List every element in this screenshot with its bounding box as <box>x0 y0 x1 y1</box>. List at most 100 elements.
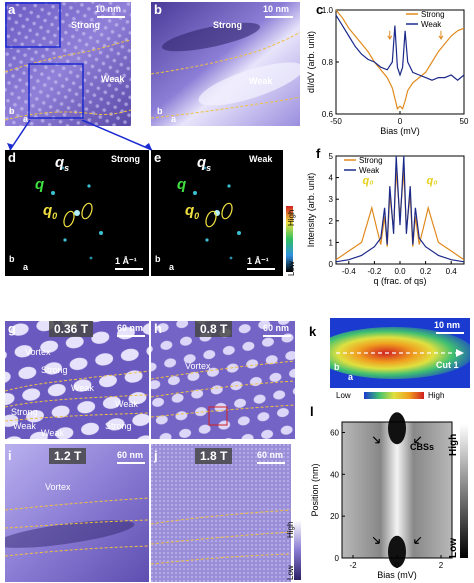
panel-g-field-tag: 0.36 T <box>49 321 94 337</box>
panel-d-q0-label: q0 <box>43 202 58 221</box>
q0-annotation-right: q₀ <box>426 175 437 187</box>
panel-k-scale-text: 10 nm <box>434 320 461 330</box>
x-tick-label: -0.4 <box>342 267 356 276</box>
panel-k-colorbar-low: Low <box>336 391 351 400</box>
legend-label-weak: Weak <box>421 20 442 29</box>
zoom-connector-lines <box>7 120 153 151</box>
panel-e-fft: e Weak qs q q0 1 Å⁻¹ b a <box>151 150 283 276</box>
panel-a-scale-text: 10 nm <box>95 4 122 14</box>
y-tick-label: 3 <box>329 195 334 204</box>
legend-label-weak: Weak <box>359 166 380 175</box>
panel-g-vortex-label: Vortex <box>25 347 51 357</box>
x-tick-label: 0 <box>395 561 400 570</box>
y-tick-label: 5 <box>329 152 334 161</box>
panel-i-scale-bar <box>117 462 145 464</box>
x-axis-label: q (frac. of qs) <box>373 276 426 286</box>
y-axis-label: Position (nm) <box>310 463 320 516</box>
q0-annotation-left: q₀ <box>362 175 373 187</box>
cbs-arrow <box>414 536 422 544</box>
panel-b-axis-b: b <box>157 106 163 116</box>
panel-k-colorbar <box>364 392 424 399</box>
panel-h-vortex-label: Vortex <box>185 361 211 371</box>
cbs-arrow <box>414 436 422 444</box>
panel-e-q-label: q <box>177 176 187 193</box>
panel-j-vortex-image: 1.8 T j 60 nm <box>151 444 291 582</box>
y-tick-label: 0 <box>329 260 334 269</box>
panel-g-strong2: Strong <box>11 407 38 417</box>
panel-d-q-label: q <box>35 176 45 193</box>
fft-colorbar-high: High <box>287 209 296 226</box>
panel-b-axis-a: a <box>171 114 177 124</box>
y-tick-label: 60 <box>330 428 339 437</box>
panel-f-chart: f -0.4 -0.2 0.0 0.2 0.4 0 1 2 3 4 5 q (frac. of qs)… <box>302 146 472 292</box>
panel-k-axis-a: a <box>348 372 354 382</box>
y-axis-label: dI/dV (arb. unit) <box>306 31 316 93</box>
panel-g-strong1: Strong <box>41 365 68 375</box>
y-tick-label: 4 <box>329 174 334 183</box>
panel-a-axis-a: a <box>23 114 29 124</box>
legend-label-strong: Strong <box>359 156 383 165</box>
y-tick-label: 1.0 <box>322 6 334 15</box>
panel-k-map: 10 nm Cut 1 b a <box>330 318 470 388</box>
x-axis-label: Bias (mV) <box>377 570 417 580</box>
topo-colorbar <box>294 520 301 580</box>
heatmap-top-dark <box>388 412 406 445</box>
x-tick-label: 0 <box>398 117 403 126</box>
series-line-weak <box>335 155 465 263</box>
panel-j-label: j <box>154 448 158 463</box>
panel-c-label: c <box>316 2 324 17</box>
panel-b-weak-label: Weak <box>249 76 273 86</box>
arrow-left <box>387 30 393 41</box>
x-tick-label: 50 <box>460 117 469 126</box>
panel-b-scale-bar <box>265 16 293 18</box>
panel-k-colorbar-high: High <box>428 391 445 400</box>
panel-e-scale-bar <box>247 268 275 270</box>
y-tick-label: 0.6 <box>322 110 334 119</box>
panel-h-vortex-image: 0.8 T h 60 nm Vortex <box>151 321 295 439</box>
y-tick-label: 20 <box>330 512 339 521</box>
panel-g-scale-text: 60 nm <box>117 323 144 333</box>
x-tick-label: 2 <box>439 561 444 570</box>
panel-g-vortex-image: 0.36 T g 60 nm Vortex Strong Weak Weak S… <box>5 321 149 439</box>
panel-b-topography <box>151 2 300 126</box>
panel-g-label: g <box>8 321 16 336</box>
panel-i-vortex-image: 1.2 T i 60 nm Vortex <box>5 444 149 582</box>
panel-f-label: f <box>316 146 321 161</box>
y-tick-label: 1 <box>329 238 334 247</box>
panel-i-topography <box>5 444 149 582</box>
panel-d-axis-a: a <box>23 262 29 272</box>
x-tick-label: -2 <box>349 561 357 570</box>
y-tick-label: 0 <box>335 554 340 563</box>
panel-h-topography <box>151 321 295 439</box>
panel-b-strong-label: Strong <box>213 20 242 30</box>
fft-colorbar <box>286 206 293 272</box>
panel-i-field-tag: 1.2 T <box>49 448 87 464</box>
panel-d-label: d <box>8 150 16 165</box>
panel-d-scale-bar <box>115 268 143 270</box>
series-line-strong <box>335 9 465 110</box>
x-tick-label: 0.2 <box>420 267 432 276</box>
panel-k-ldos-map <box>330 318 470 388</box>
panel-k-scale-bar <box>436 332 464 334</box>
panel-e-axis-a: a <box>169 262 175 272</box>
panel-h-scale-bar <box>263 335 291 337</box>
panel-d-axis-b: b <box>9 254 15 264</box>
panel-i-vortex-label: Vortex <box>45 482 71 492</box>
panel-b-stm-image: b Strong Weak 10 nm b a <box>151 2 300 126</box>
y-axis-label: Intensity (arb. unit) <box>306 173 316 248</box>
panel-g-weak3: Weak <box>13 421 36 431</box>
panel-j-scale-bar <box>257 462 285 464</box>
x-tick-label: 0.0 <box>394 267 406 276</box>
fft-colorbar-low: Low <box>287 261 296 276</box>
panel-d-scale-text: 1 Å⁻¹ <box>115 256 137 266</box>
panel-d-qs-label: qs <box>55 154 70 173</box>
panel-c-dIdV-plot: -50 0 50 0.6 0.8 1.0 Bias (mV) dI/dV (arb. unit… <box>306 6 469 136</box>
topo-colorbar-low: Low <box>286 565 295 580</box>
panel-a-stm-image: a Strong Weak 10 nm b a <box>5 2 131 126</box>
panel-g-topography <box>5 321 149 439</box>
y-tick-label: 2 <box>329 217 334 226</box>
plot-frame <box>335 9 465 115</box>
x-axis-label: Bias (mV) <box>380 126 420 136</box>
panel-h-field-tag: 0.8 T <box>195 321 233 337</box>
